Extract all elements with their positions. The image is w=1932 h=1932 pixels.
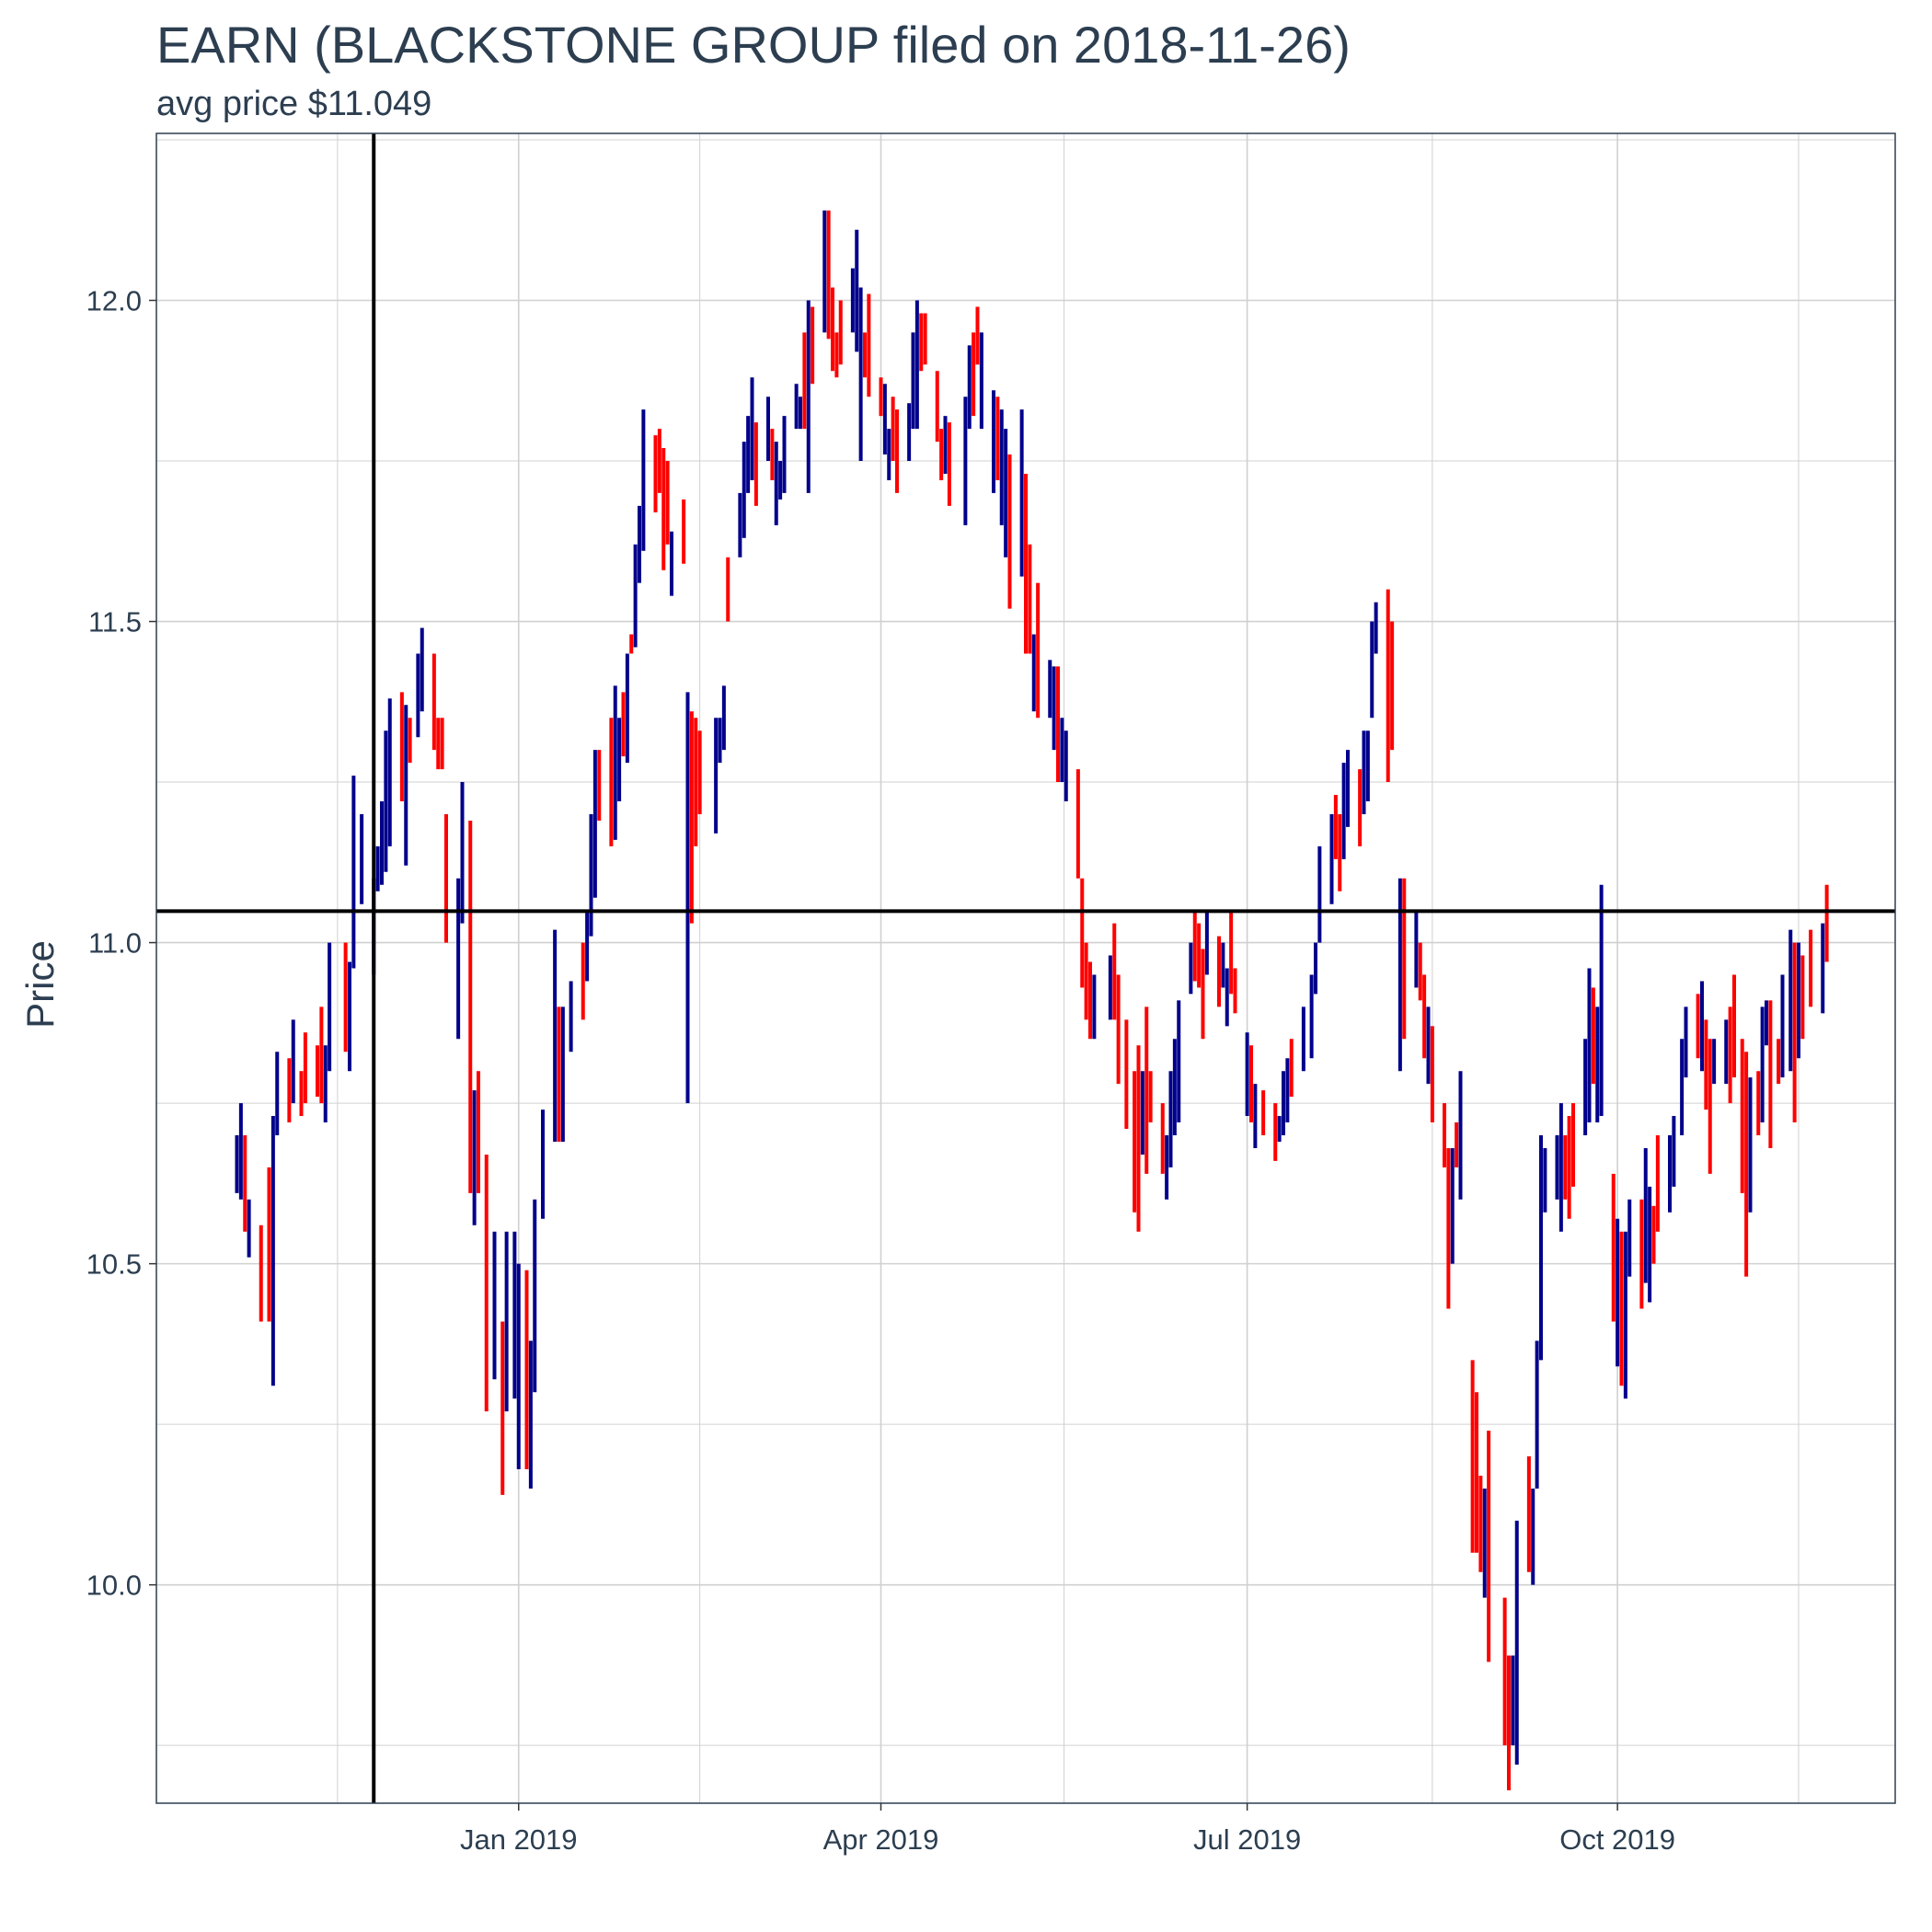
x-tick-label: Jul 2019 [1193,1823,1301,1856]
y-tick-label: 10.5 [86,1248,142,1281]
y-axis-ticks: 10.0 10.5 11.0 11.5 12.0 [86,285,156,1602]
y-tick-label: 11.5 [88,606,142,638]
chart-subtitle: avg price $11.049 [156,85,431,123]
y-tick-label: 11.0 [88,927,142,960]
y-axis-label: Price [18,940,62,1029]
chart-title: EARN (BLACKSTONE GROUP filed on 2018-11-… [156,16,1351,74]
x-tick-label: Oct 2019 [1559,1823,1675,1856]
plot-panel-border [155,132,1896,1804]
x-tick-label: Apr 2019 [823,1823,939,1856]
x-tick-label: Jan 2019 [460,1823,578,1856]
y-tick-label: 12.0 [86,285,142,317]
price-bars [235,210,1829,1791]
y-tick-label: 10.0 [86,1570,142,1602]
grid-lines [156,133,1895,1803]
reference-lines [156,133,1895,1803]
x-axis-ticks: Jan 2019 Apr 2019 Jul 2019 Oct 2019 [460,1803,1675,1856]
